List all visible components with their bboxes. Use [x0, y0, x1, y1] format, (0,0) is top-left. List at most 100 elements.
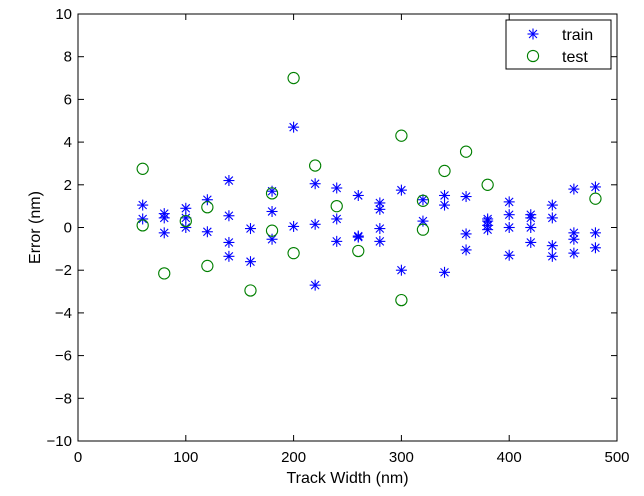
data-point-train	[439, 199, 451, 211]
legend-swatch-train	[527, 28, 539, 40]
data-point-train	[352, 189, 364, 201]
data-point-train	[201, 226, 213, 238]
data-point-train	[546, 250, 558, 262]
data-point-train	[568, 247, 580, 259]
y-tick-label: 4	[64, 134, 72, 151]
data-point-train	[503, 222, 515, 233]
data-point-train	[352, 231, 364, 243]
y-tick-label: 6	[64, 91, 72, 108]
x-tick-label: 500	[604, 449, 629, 466]
data-point-train	[158, 212, 170, 224]
data-point-test	[265, 224, 279, 237]
data-point-train	[417, 215, 429, 227]
data-point-train	[137, 199, 149, 211]
data-point-train	[460, 228, 472, 240]
y-tick-label: −10	[47, 433, 72, 450]
data-point-train	[546, 240, 558, 252]
legend-marker-test	[526, 49, 540, 63]
data-point-train	[244, 256, 256, 268]
data-point-train	[374, 223, 386, 235]
data-point-test	[330, 199, 343, 213]
data-point-train	[180, 212, 192, 224]
legend-box	[505, 19, 612, 70]
data-point-test	[459, 145, 473, 158]
series-test	[136, 71, 602, 307]
data-point-train	[223, 236, 235, 248]
data-point-test	[179, 214, 192, 228]
data-point-test	[244, 284, 257, 297]
legend-marker-train	[527, 28, 539, 40]
data-point-train	[266, 233, 278, 245]
data-point-test	[136, 219, 149, 232]
data-point-train	[525, 236, 537, 248]
data-point-train	[589, 227, 601, 239]
data-point-train	[309, 178, 321, 190]
legend-label-test: test	[562, 49, 588, 66]
legend-label-train: train	[562, 27, 593, 44]
y-tick-label: −8	[55, 390, 72, 407]
data-point-train	[395, 184, 407, 196]
data-point-test	[287, 71, 300, 85]
series-train	[137, 121, 601, 291]
data-point-train	[374, 235, 386, 247]
x-tick-label: 300	[389, 449, 414, 466]
data-point-test	[201, 201, 214, 214]
data-point-train	[503, 209, 515, 221]
data-point-train	[503, 196, 515, 208]
data-point-train	[439, 266, 451, 278]
data-point-train	[374, 203, 386, 215]
data-point-train	[223, 175, 235, 187]
data-point-train	[288, 220, 300, 232]
y-tick-label: 8	[64, 49, 72, 66]
data-point-train	[223, 250, 235, 262]
data-point-train	[460, 191, 472, 203]
data-point-test	[158, 267, 171, 280]
data-point-train	[331, 235, 343, 247]
y-axis-title: Error (nm)	[27, 191, 44, 264]
legend-swatch-test	[526, 49, 540, 63]
data-point-train	[589, 242, 601, 254]
x-axis-title: Track Width (nm)	[286, 470, 408, 487]
data-point-train	[439, 189, 451, 201]
data-point-train	[503, 249, 515, 261]
data-point-train	[288, 121, 300, 133]
y-tick-label: −4	[55, 305, 72, 322]
x-tick-label: 200	[281, 449, 306, 466]
data-point-test	[265, 187, 279, 200]
axes-layer: 0 100 200 300 400 500 −10 −8 −6 −4 −2 0 2 4 6 8 10	[47, 6, 630, 466]
data-point-train	[482, 224, 494, 236]
data-point-train	[266, 205, 278, 217]
data-point-train	[223, 210, 235, 222]
data-point-test	[395, 129, 408, 142]
data-point-train	[546, 199, 558, 211]
data-point-test	[395, 293, 408, 307]
data-point-test	[309, 159, 322, 172]
y-tick-label: 2	[64, 177, 72, 194]
data-point-test	[589, 192, 602, 205]
data-point-train	[180, 202, 192, 214]
data-point-train	[417, 194, 429, 206]
data-point-train	[331, 213, 343, 225]
x-tick-label: 400	[497, 449, 522, 466]
data-point-train	[331, 182, 343, 194]
data-point-train	[309, 218, 321, 230]
data-point-train	[525, 212, 537, 224]
data-point-test	[201, 259, 214, 273]
legend: train test	[505, 19, 612, 70]
x-tick-label: 100	[173, 449, 198, 466]
data-point-train	[589, 181, 601, 193]
data-point-train	[525, 222, 537, 233]
y-tick-label: −2	[55, 262, 72, 279]
data-point-train	[460, 244, 472, 256]
data-point-train	[395, 264, 407, 276]
data-point-train	[309, 279, 321, 291]
data-point-train	[244, 223, 256, 235]
data-point-train	[546, 212, 558, 224]
data-point-test	[481, 178, 494, 191]
data-point-train	[137, 213, 149, 225]
marks-layer	[136, 71, 602, 307]
data-point-test	[416, 194, 430, 207]
y-tick-label: −6	[55, 348, 72, 365]
